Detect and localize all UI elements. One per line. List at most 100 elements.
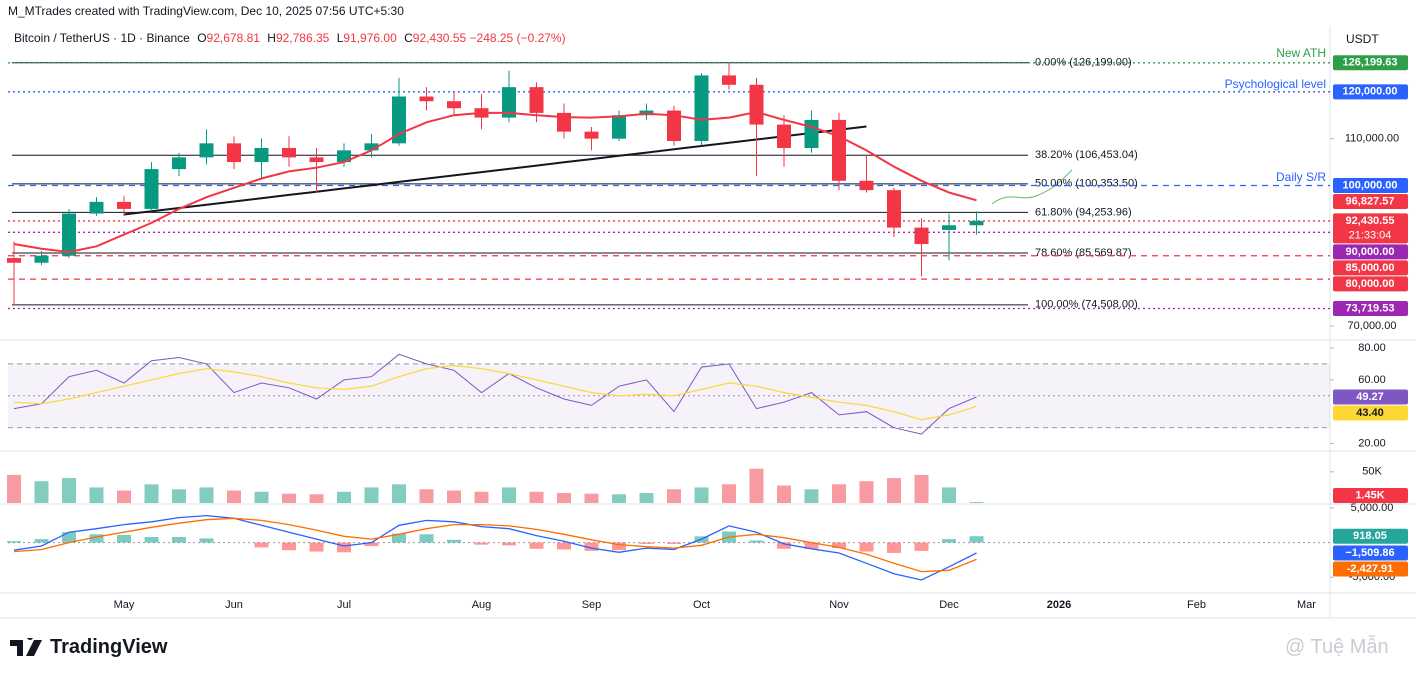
candle-body (227, 143, 241, 163)
change: −248.25 (−0.27%) (469, 31, 566, 45)
price-badge-label: −1,509.86 (1345, 547, 1394, 559)
macd-histogram (117, 534, 131, 543)
y-tick-label: 50K (1362, 466, 1382, 478)
macd-histogram (804, 542, 819, 549)
price-badge (1333, 244, 1408, 260)
brand-icon (10, 637, 42, 656)
macd-histogram (832, 542, 846, 549)
price-badge (1333, 561, 1408, 577)
price-badge (1333, 193, 1408, 209)
candle-body (969, 220, 984, 226)
price-badge-label: 80,000.00 (1346, 278, 1395, 290)
volume-bar (502, 487, 516, 503)
x-tick-label: Oct (693, 599, 710, 611)
macd-histogram (364, 542, 379, 547)
candle-body (777, 124, 791, 149)
price-badge (1333, 213, 1408, 244)
candle-body (887, 190, 901, 228)
price-badge-label: 100,000.00 (1342, 179, 1397, 191)
watermark: @ Tuệ Mẫn (1285, 636, 1389, 658)
macd-histogram (282, 542, 296, 551)
x-tick-label: Feb (1187, 599, 1206, 611)
macd-histogram (474, 542, 489, 545)
macd-histogram (199, 538, 214, 543)
volume-bar (254, 491, 269, 503)
volume-bar (832, 484, 846, 503)
countdown: 21:33:04 (1349, 229, 1392, 241)
price-badge-label: 49.27 (1356, 391, 1384, 403)
price-badge-label: 1.45K (1355, 489, 1384, 501)
price-badge (1333, 301, 1408, 317)
price-badge (1333, 276, 1408, 292)
candle-body (749, 84, 764, 125)
macd-histogram (89, 534, 104, 543)
moving-average (13, 110, 977, 254)
candle-body (612, 115, 626, 139)
volume-bar (557, 493, 571, 503)
macd-histogram (419, 534, 434, 543)
ohlc-key: O (197, 31, 207, 45)
volume-bar (172, 489, 186, 503)
volume-bar (117, 490, 131, 503)
x-tick-label: Jun (225, 599, 243, 611)
candle-body (364, 143, 379, 151)
candle-body (282, 148, 296, 158)
candle-body (694, 75, 709, 141)
price-badge (1333, 84, 1408, 100)
candle-body (7, 258, 21, 263)
credit: M_MTrades created with TradingView.com, … (8, 4, 404, 18)
volume-bar (722, 484, 736, 503)
macd-histogram (502, 542, 516, 546)
x-tick-label: Mar (1297, 599, 1316, 611)
brand-text: TradingView (50, 636, 168, 658)
macd-histogram (914, 542, 929, 551)
price-badge (1333, 488, 1408, 503)
candle-body (832, 119, 846, 181)
fib-label: 61.80% (94,253.96) (1035, 206, 1132, 218)
trendline (123, 125, 867, 216)
x-tick-label: Sep (582, 599, 602, 611)
price-badge (1333, 177, 1408, 193)
price-badge-label: 96,827.57 (1346, 195, 1395, 207)
volume-bar (447, 490, 461, 503)
candle-body (34, 255, 49, 263)
currency[interactable]: USDT (1346, 32, 1379, 46)
macd-histogram (942, 539, 956, 543)
candle-body (667, 110, 681, 141)
volume-bar (969, 502, 984, 503)
volume-bar (529, 491, 544, 503)
symbol: Bitcoin / TetherUS · 1D · Binance (14, 31, 190, 45)
volume-bar (804, 489, 819, 503)
fib-label: 78.60% (85,569.87) (1035, 247, 1132, 259)
macd-histogram (777, 542, 791, 549)
volume-bar (667, 489, 681, 503)
rsi-line (13, 353, 977, 435)
price-badge-label: 126,199.63 (1342, 57, 1397, 69)
macd-histogram (529, 542, 544, 549)
price-badge-label: 120,000.00 (1342, 86, 1397, 98)
candle-body (62, 213, 76, 256)
price-badge-label: 92,430.55 (1346, 215, 1395, 227)
signal-line (13, 517, 977, 573)
ohlc-value: 92,678.81 (206, 31, 260, 45)
volume-bar (337, 491, 351, 503)
fib-label: 50.00% (100,353.50) (1035, 178, 1138, 190)
y-tick-label: 110,000.00 (1345, 133, 1399, 145)
candle-body (172, 157, 186, 170)
volume-bar (612, 494, 626, 503)
ohlc-value: 91,976.00 (343, 31, 397, 45)
brand[interactable]: TradingView (10, 636, 167, 659)
candle-body (502, 87, 516, 118)
candle-body (914, 227, 929, 245)
macd-histogram (392, 533, 406, 543)
x-tick-label: Dec (939, 599, 959, 611)
ohlc-value: 92,786.35 (275, 31, 330, 45)
macd-histogram (612, 542, 626, 551)
volume-bar (144, 484, 159, 503)
volume-bar (227, 490, 241, 503)
x-tick-label: 2026 (1047, 599, 1071, 611)
volume-bar (419, 489, 434, 503)
ohlc-key: L (336, 31, 344, 45)
candle-body (309, 157, 324, 163)
macd-histogram (584, 542, 599, 551)
